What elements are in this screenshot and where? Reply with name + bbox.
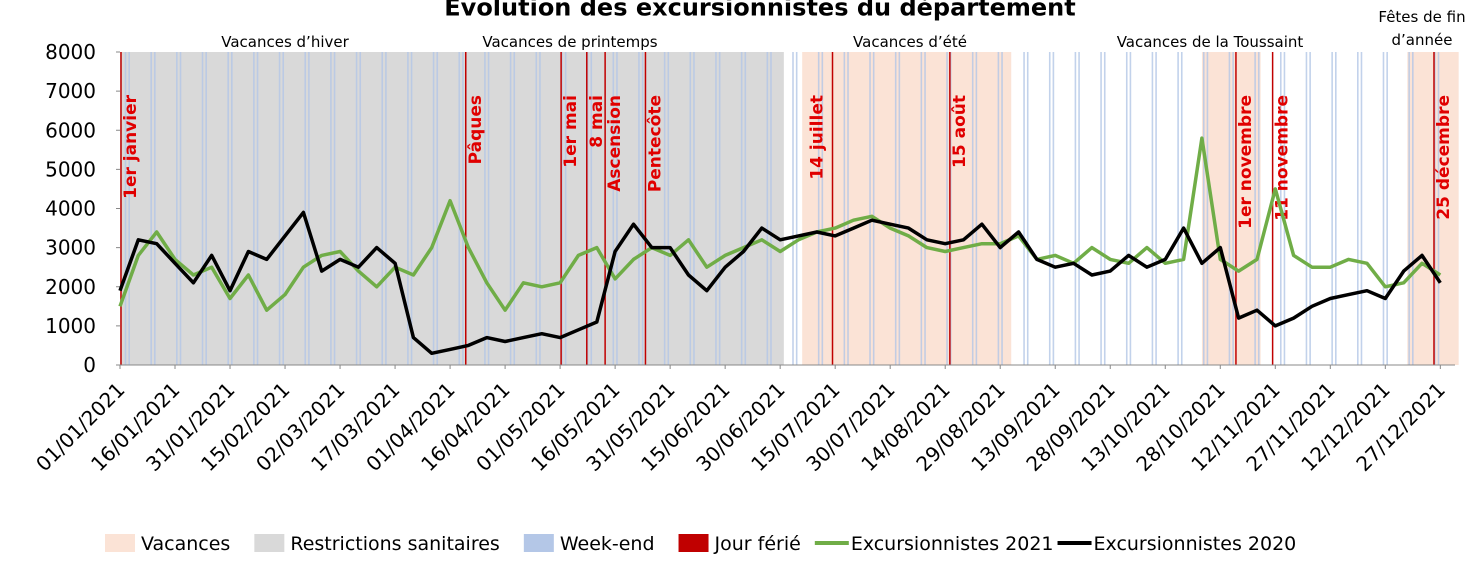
series-line bbox=[118, 136, 1442, 312]
y-tick-label: 2000 bbox=[45, 275, 96, 299]
y-tick-label: 3000 bbox=[45, 236, 96, 260]
y-tick-label: 8000 bbox=[45, 40, 96, 64]
period-label: Fêtes de fin bbox=[1378, 8, 1465, 26]
legend-label: Vacances bbox=[141, 533, 230, 555]
legend-label: Restrictions sanitaires bbox=[290, 533, 499, 555]
holiday-label: 1er mai bbox=[561, 95, 581, 168]
holiday-label: 1er novembre bbox=[1236, 95, 1256, 229]
holiday-label: Pâques bbox=[466, 95, 486, 164]
y-tick-label: 4000 bbox=[45, 197, 96, 221]
legend-label: Week-end bbox=[560, 533, 655, 555]
legend-swatch bbox=[523, 534, 554, 552]
period-label: Vacances de printemps bbox=[482, 33, 657, 51]
y-tick-label: 0 bbox=[83, 353, 96, 377]
y-tick-label: 5000 bbox=[45, 157, 96, 181]
legend-swatch bbox=[254, 534, 285, 552]
period-label: Vacances d’hiver bbox=[221, 33, 349, 51]
legend-label: Excursionnistes 2021 bbox=[851, 533, 1054, 555]
holiday-label: 11 novembre bbox=[1273, 95, 1293, 221]
holiday-label: 8 mai bbox=[587, 95, 607, 148]
y-tick-label: 7000 bbox=[45, 79, 96, 103]
period-label: d’année bbox=[1392, 31, 1453, 49]
period-label: Vacances d’été bbox=[853, 33, 967, 51]
legend-swatch bbox=[105, 534, 135, 552]
holiday-label: Pentecôte bbox=[645, 95, 665, 192]
holiday-label: 1er janvier bbox=[121, 94, 141, 199]
legend-label: Excursionnistes 2020 bbox=[1094, 533, 1297, 555]
chart-title: Évolution des excursionnistes du départe… bbox=[444, 0, 1075, 22]
holiday-label: 25 décembre bbox=[1434, 95, 1454, 220]
holiday-label: Ascension bbox=[605, 95, 625, 192]
holiday-label: 14 juillet bbox=[808, 95, 828, 180]
period-label: Vacances de la Toussaint bbox=[1117, 33, 1304, 51]
holiday-label: 15 août bbox=[950, 95, 970, 168]
vacances-band bbox=[802, 52, 1012, 365]
y-tick-label: 6000 bbox=[45, 118, 96, 142]
legend-label: Jour férié bbox=[714, 533, 801, 555]
y-tick-label: 1000 bbox=[45, 314, 96, 338]
legend-swatch bbox=[678, 534, 709, 552]
series-line bbox=[118, 210, 1442, 356]
vacances-band bbox=[1407, 52, 1459, 365]
